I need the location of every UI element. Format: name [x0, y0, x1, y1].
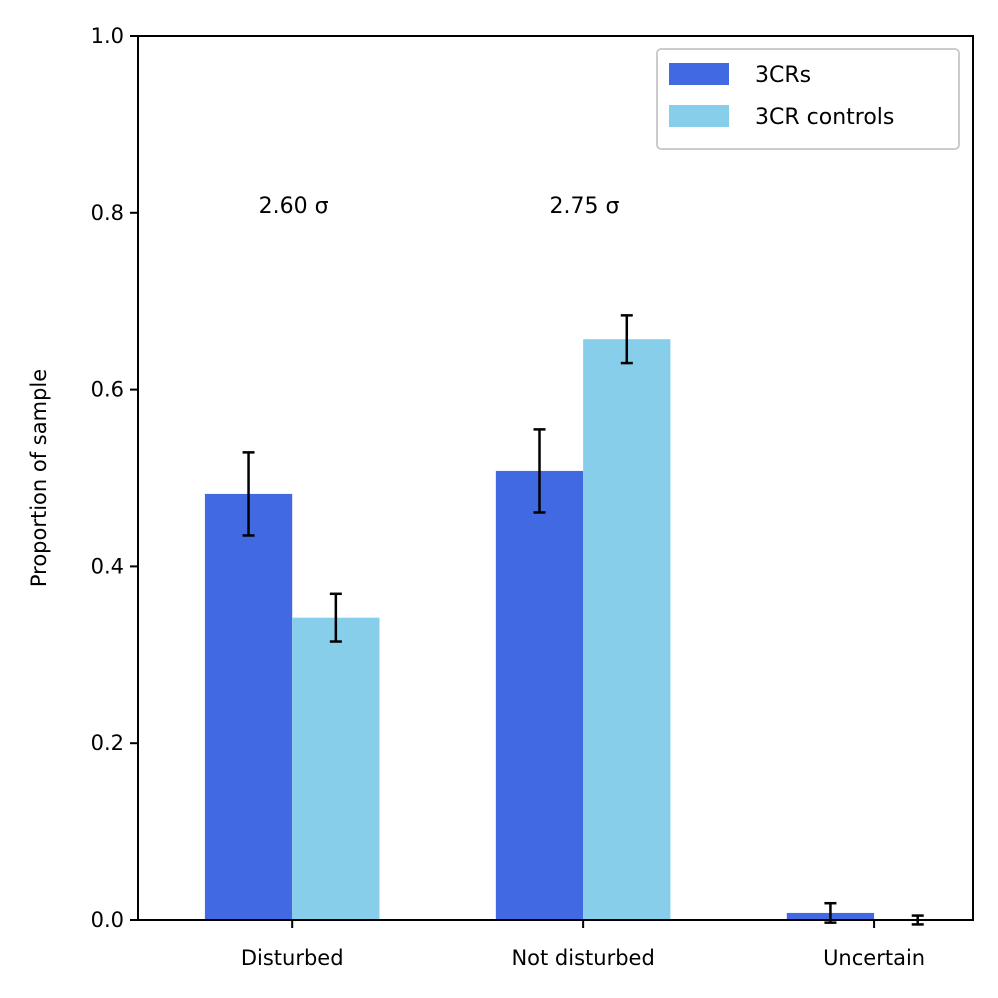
errorbar-1-0 — [329, 592, 342, 643]
errorbar-0-0 — [242, 451, 255, 537]
bar-0-1 — [495, 470, 584, 920]
x-axis: Disturbed Not disturbed Uncertain — [241, 920, 925, 970]
errorbar-1-1 — [620, 314, 633, 365]
legend: 3CRs 3CR controls — [656, 48, 960, 150]
significance-annotation-0: 2.60 σ — [259, 194, 329, 219]
bar-1-1 — [583, 339, 671, 920]
y-tick-label-5: 1.0 — [91, 24, 124, 48]
legend-swatch-0 — [669, 63, 729, 85]
legend-box — [656, 48, 960, 150]
bars-layer — [204, 339, 875, 920]
y-tick-label-0: 0.0 — [91, 908, 124, 932]
bar-0-0 — [204, 493, 293, 920]
errorbar-0-1 — [533, 428, 546, 514]
y-tick-label-3: 0.6 — [91, 378, 124, 402]
y-tick-label-1: 0.2 — [91, 731, 124, 755]
x-tick-label-0: Disturbed — [241, 946, 344, 970]
x-tick-label-1: Not disturbed — [511, 946, 654, 970]
y-tick-label-4: 0.8 — [91, 201, 124, 225]
annotations-layer: 2.60 σ 2.75 σ — [259, 194, 620, 219]
plot-frame — [137, 35, 974, 921]
y-axis: 0.0 0.2 0.4 0.6 0.8 1.0 — [91, 24, 138, 932]
legend-swatch-1 — [669, 105, 729, 127]
bar-1-0 — [292, 617, 380, 920]
errorbars-layer — [242, 314, 924, 926]
x-tick-label-2: Uncertain — [823, 946, 925, 970]
significance-annotation-1: 2.75 σ — [550, 194, 620, 219]
y-tick-label-2: 0.4 — [91, 554, 124, 578]
y-axis-label: Proportion of sample — [27, 369, 51, 587]
legend-label-1: 3CR controls — [755, 105, 894, 130]
legend-label-0: 3CRs — [755, 63, 811, 88]
